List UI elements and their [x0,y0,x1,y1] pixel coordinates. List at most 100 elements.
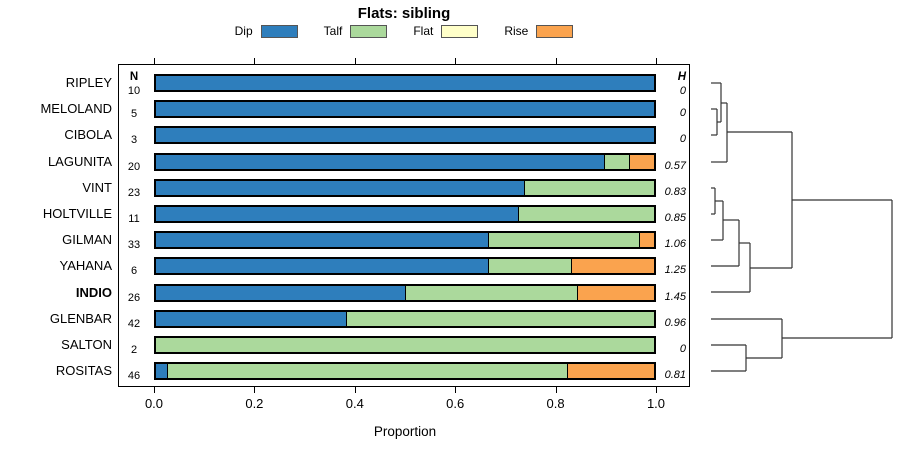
bar-segment-rise [629,154,654,169]
h-value: 1.25 [664,264,686,277]
n-value: 6 [130,265,138,278]
axis-tick-label: 0.8 [546,396,565,411]
h-value: 1.45 [664,290,686,303]
bar-segment-talf [604,154,630,169]
bar-segment-dip [156,128,654,143]
bar-segment-talf [156,338,654,352]
bar-segment-dip [156,180,525,195]
axis-tick-label: 0.2 [245,396,264,411]
chart-title: Flats: sibling [357,5,451,22]
bar [154,178,656,197]
legend-swatch-rise-icon [536,24,574,38]
bar [154,336,656,354]
row-label: LAGUNITA [47,153,112,169]
legend-item-dip: Dip [235,24,298,38]
axis-tick-bottom [455,387,457,393]
h-value: 0 [679,107,686,120]
axis-tick-top [455,58,457,64]
bar [154,152,656,171]
axis-tick-label: 1.0 [646,396,666,411]
bar-segment-dip [156,233,489,248]
bar-segment-talf [518,207,654,221]
bar-segment-rise [567,364,654,379]
row-label: YAHANA [59,258,113,274]
legend-item-rise: Rise [504,24,574,38]
bar-segment-dip [156,364,167,379]
bar-segment-dip [156,259,489,274]
bar-segment-rise [639,233,654,248]
bar-segment-dip [156,285,405,300]
n-value: 23 [127,186,141,199]
n-value: 20 [127,160,141,173]
bar-segment-talf [488,233,640,248]
bar-segment-talf [524,180,654,195]
legend-swatch-flat-icon [441,24,479,38]
axis-tick-top [656,58,657,64]
bar-segment-talf [345,311,654,326]
legend-item-talf: Talf [324,24,388,38]
h-column-header: H [677,71,686,83]
row-label: ROSITAS [55,363,112,379]
n-value: 3 [130,134,138,147]
bar [154,362,656,381]
axis-tick-label: 0.4 [345,396,364,411]
row-label: HOLTVILLE [42,206,112,221]
n-value: 10 [127,84,141,97]
legend-swatch-talf-icon [350,24,388,38]
n-column-header: N [129,71,139,83]
row-label: GILMAN [62,232,112,248]
bar [154,283,656,302]
row-label: MELOLAND [40,101,112,117]
bar [154,100,656,119]
axis-tick-bottom [354,387,356,393]
legend: Dip Talf Flat Rise [118,24,690,38]
bar-segment-talf [166,364,568,379]
bar-segment-dip [156,102,654,117]
axis-tick-top [354,58,356,64]
legend-label: Dip [234,24,253,38]
n-value: 26 [127,291,141,304]
legend-label: Flat [413,24,434,38]
legend-item-flat: Flat [413,24,479,38]
axis-tick-top [154,58,155,64]
row-label: CIBOLA [64,127,112,143]
bar [154,231,656,250]
n-value: 11 [128,213,140,225]
bar-segment-rise [577,285,654,300]
axis-tick-bottom [656,387,657,393]
row-label: INDIO [75,284,112,300]
h-value: 0.83 [664,185,686,198]
h-value: 0 [679,133,686,146]
axis-tick-top [555,58,557,64]
bar-segment-talf [488,259,571,274]
bar [154,309,656,328]
axis-tick-label: 0.6 [446,396,465,411]
h-value: 0.85 [664,212,686,224]
plot-panel [118,64,690,387]
legend-label: Rise [504,24,529,38]
h-value: 0.81 [664,369,686,382]
row-label: RIPLEY [65,75,112,90]
bar-segment-dip [156,311,346,326]
axis-tick-label: 0.0 [144,396,164,411]
h-value: 0 [679,85,686,97]
axis-tick-bottom [555,387,557,393]
n-value: 33 [127,239,141,252]
bar-segment-talf [405,285,578,300]
legend-swatch-dip-icon [260,24,298,38]
axis-tick-top [254,58,256,64]
bar-segment-dip [156,154,605,169]
n-value: 2 [130,344,138,356]
n-value: 46 [127,370,141,383]
row-label: VINT [82,179,112,195]
bar [154,74,656,92]
bar [154,205,656,223]
h-value: 1.06 [664,238,686,251]
h-value: 0.57 [664,159,686,172]
bar-segment-dip [156,207,519,221]
h-value: 0 [679,343,686,355]
x-axis-title: Proportion [373,424,437,439]
legend-label: Talf [323,24,343,38]
